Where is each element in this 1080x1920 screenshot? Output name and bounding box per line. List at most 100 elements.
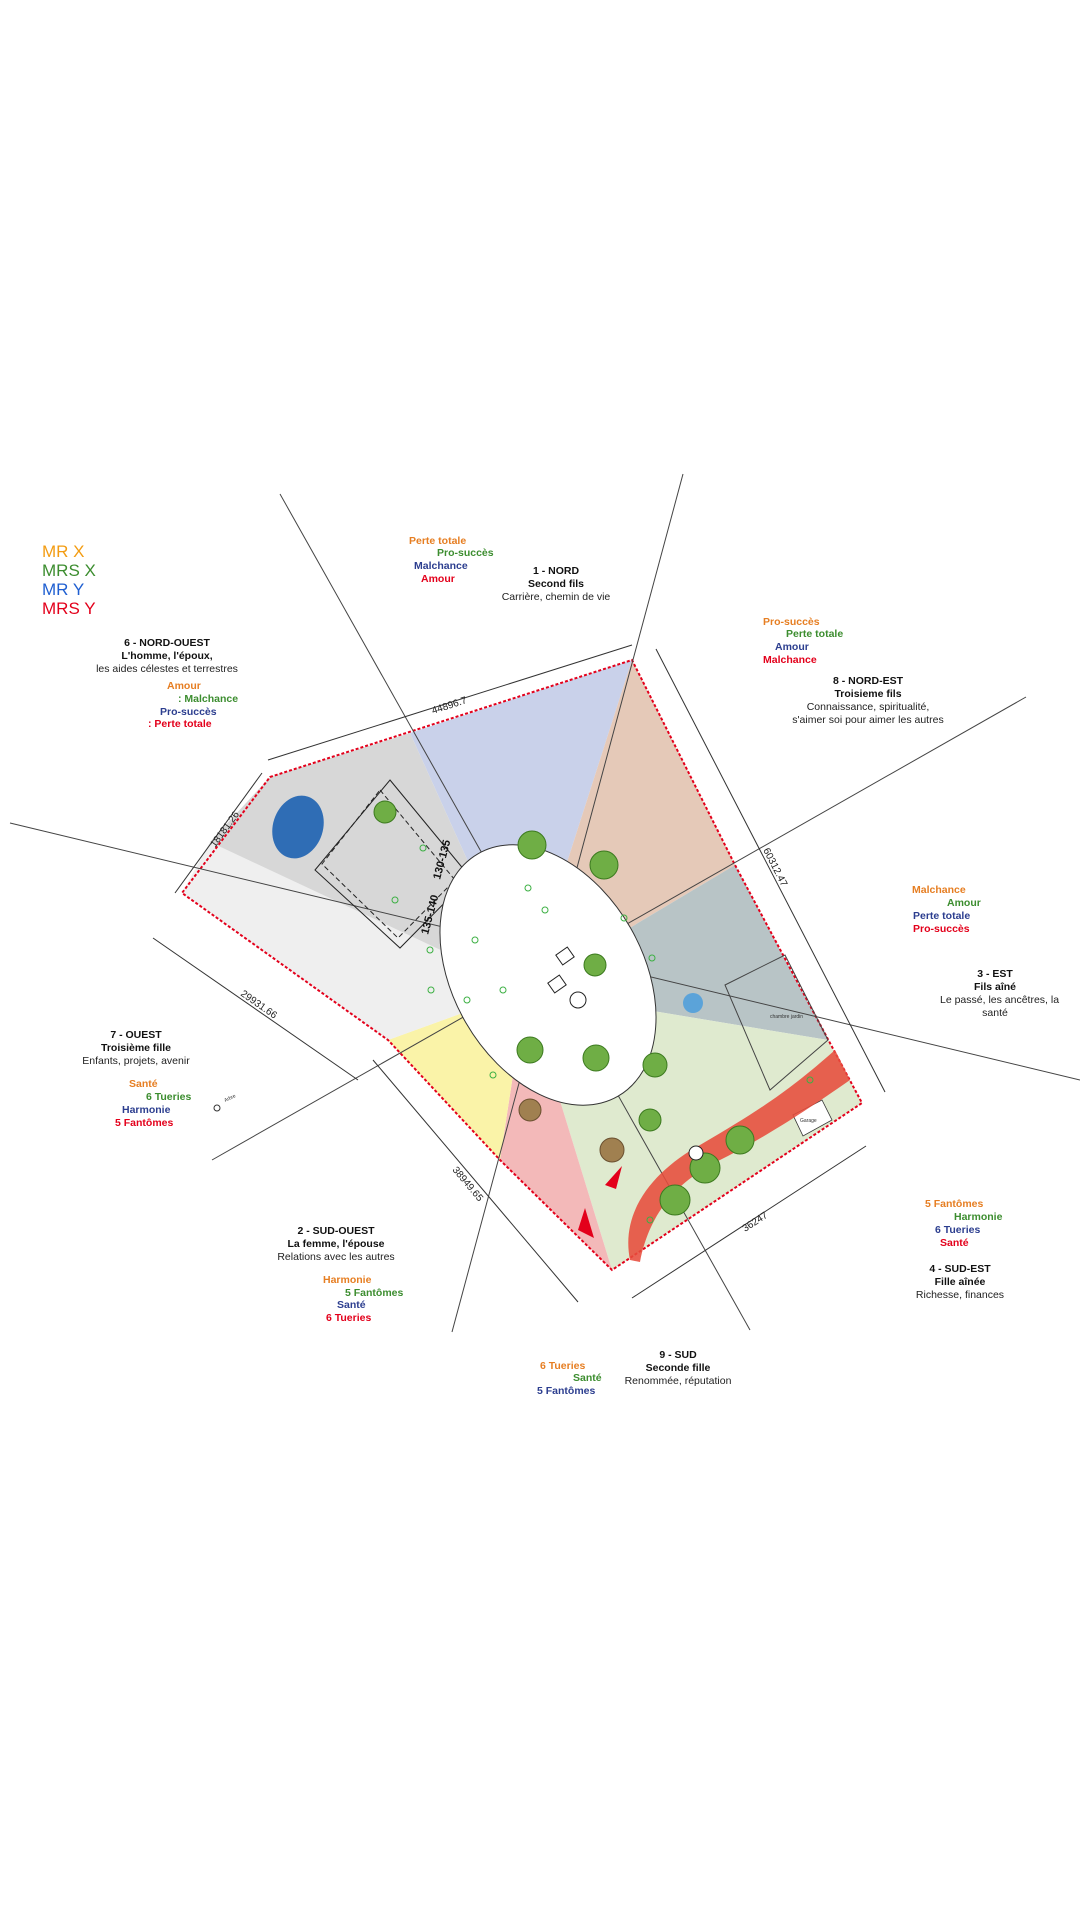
stat-mrs-x: Harmonie (954, 1211, 1003, 1223)
tree (518, 1098, 542, 1122)
stat-mr-y: Malchance (414, 560, 468, 572)
tree (599, 1137, 625, 1163)
central-courtyard (439, 844, 657, 1106)
tree (589, 850, 619, 880)
sector-description: Connaissance, spiritualité, (806, 701, 930, 713)
sector-title: 7 - OUEST (110, 1029, 162, 1041)
dimension-top: 44896.7 (431, 695, 469, 717)
sector-title: 2 - SUD-OUEST (297, 1225, 375, 1237)
stat-mrs-y: 6 Tueries (326, 1312, 372, 1324)
shrub (648, 954, 656, 962)
stat-mrs-y: Pro-succès (913, 923, 970, 935)
stat-mr-y: 5 Fantômes (537, 1385, 596, 1397)
stat-mrs-x: 6 Tueries (146, 1091, 192, 1103)
shrubs (391, 844, 814, 1224)
shrub (541, 906, 549, 914)
sector-title: 9 - SUD (659, 1349, 697, 1361)
sector-role: Second fils (527, 578, 584, 590)
legend-mr-y: MR Y (42, 580, 85, 599)
house-outline (314, 779, 471, 949)
legend-mrs-x: MRS X (42, 561, 96, 580)
stat-mr-x: Pro-succès (763, 616, 820, 628)
shrub (499, 986, 507, 994)
shrub (391, 896, 399, 904)
stat-mrs-y: Malchance (763, 654, 817, 666)
stat-mr-x: Malchance (912, 884, 966, 896)
shrub (489, 1071, 497, 1079)
tree (725, 1125, 755, 1155)
shrub (463, 996, 471, 1004)
sector-west (182, 842, 526, 1040)
stat-mr-y: Harmonie (122, 1104, 171, 1116)
sector-role: Fils aîné (973, 981, 1016, 993)
shrub (426, 946, 434, 954)
center-marker (547, 946, 704, 1161)
tree-marker (213, 1104, 221, 1112)
sector-role: Troisieme fils (834, 688, 902, 700)
sector-title: 8 - NORD-EST (832, 675, 903, 687)
sector-nord-info: 1 - NORD Second fils Carrière, chemin de… (496, 565, 616, 604)
shrub (524, 884, 532, 892)
legend-mrs-y: MRS Y (42, 599, 96, 618)
tree (642, 1052, 668, 1078)
pool (272, 795, 324, 859)
sector-title: 3 - EST (977, 968, 1013, 980)
sector-nord-ouest-info: 6 - NORD-OUEST L'homme, l'époux, les aid… (92, 637, 242, 676)
dimension-right: 60312.47 (760, 846, 789, 889)
sector-role: Troisième fille (100, 1042, 172, 1054)
stat-mrs-y: Amour (421, 573, 455, 585)
stat-mrs-y: : Perte totale (148, 718, 212, 730)
sector-description: Enfants, projets, avenir (82, 1055, 190, 1067)
shrub (419, 844, 427, 852)
red-shard-b (578, 1208, 594, 1238)
tree (689, 1152, 721, 1184)
stat-mr-x: 6 Tueries (540, 1360, 586, 1372)
stat-mrs-x: : Malchance (178, 693, 239, 705)
sector-title: 1 - NORD (532, 565, 580, 577)
sector-description: Le passé, les ancêtres, la (940, 994, 1060, 1006)
tree (638, 1108, 662, 1132)
sector-role: L'homme, l'époux, (121, 650, 213, 662)
stat-mr-x: Perte totale (409, 535, 467, 547)
sector-description: s'aimer soi pour aimer les autres (792, 714, 944, 726)
dimension-west-bottom: 29931.66 (238, 988, 279, 1021)
sector-description: Carrière, chemin de vie (501, 591, 611, 603)
water-point (683, 993, 703, 1013)
shrub (620, 914, 628, 922)
stat-mr-y: 6 Tueries (935, 1224, 981, 1236)
shrub (471, 936, 479, 944)
tree-label: Arbre (223, 1093, 237, 1104)
stat-mrs-x: Perte totale (786, 628, 844, 640)
stat-mrs-x: Amour (947, 897, 981, 909)
sector-est-info: 3 - EST Fils aîné Le passé, les ancêtres… (940, 968, 1060, 1020)
sector-description: Richesse, finances (915, 1289, 1005, 1301)
stat-mr-x: 5 Fantômes (925, 1198, 984, 1210)
stat-mr-x: Santé (129, 1078, 158, 1090)
sector-nord-est-info: 8 - NORD-EST Troisieme fils Connaissance… (788, 675, 948, 727)
garage-label: Garage (800, 1118, 817, 1124)
sector-sud-info: 9 - SUD Seconde fille Renommée, réputati… (620, 1349, 736, 1388)
sector-title: 4 - SUD-EST (929, 1263, 991, 1275)
sector-description: Renommée, réputation (624, 1375, 732, 1387)
stat-mr-x: Harmonie (323, 1274, 372, 1286)
stat-mr-y: Perte totale (913, 910, 971, 922)
stat-mrs-x: 5 Fantômes (345, 1287, 404, 1299)
stat-mr-y: Santé (337, 1299, 366, 1311)
stat-mrs-x: Pro-succès (437, 547, 494, 559)
sector-description: les aides célestes et terrestres (96, 663, 238, 675)
dimension-south: 36247 (741, 1210, 771, 1235)
stat-mr-y: Amour (775, 641, 809, 653)
stat-mrs-y: 5 Fantômes (115, 1117, 174, 1129)
shed-label: chambre jardin (770, 1014, 803, 1020)
stat-mrs-y: Santé (940, 1237, 969, 1249)
tree (583, 953, 607, 977)
shrub (806, 1076, 814, 1084)
sector-role: Fille aînée (934, 1276, 986, 1288)
trees (373, 800, 755, 1216)
sector-role: La femme, l'épouse (287, 1238, 385, 1250)
sector-description: Relations avec les autres (277, 1251, 395, 1263)
shrub (427, 986, 435, 994)
sector-role: Seconde fille (645, 1362, 711, 1374)
